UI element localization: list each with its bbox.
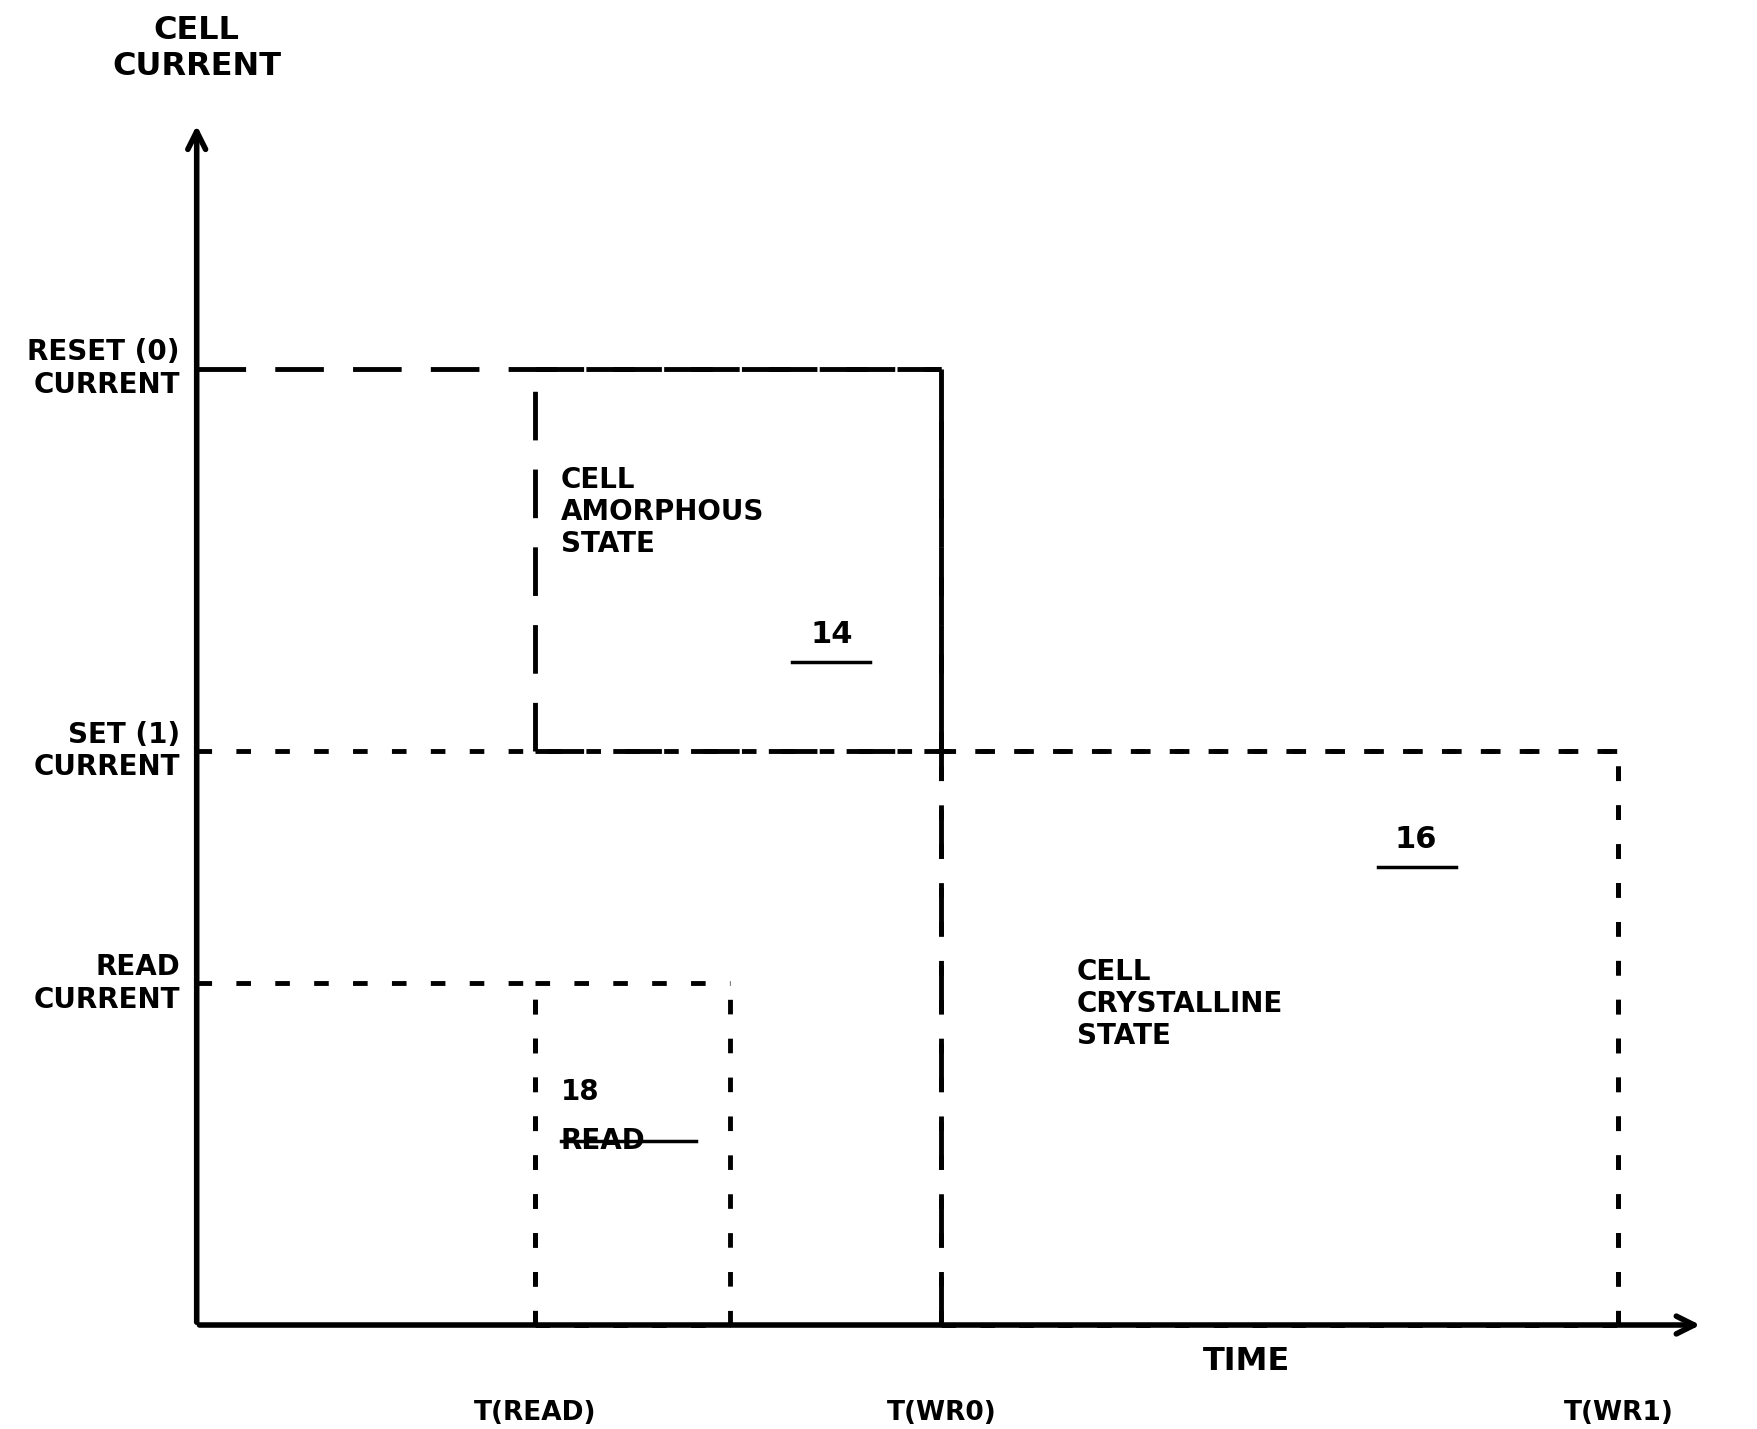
Text: 18: 18	[560, 1079, 599, 1106]
Text: 16: 16	[1393, 826, 1435, 855]
Text: T(WR1): T(WR1)	[1562, 1400, 1673, 1426]
Text: CELL
CURRENT: CELL CURRENT	[112, 14, 281, 81]
Text: CELL
AMORPHOUS
STATE: CELL AMORPHOUS STATE	[560, 466, 764, 559]
Text: T(READ): T(READ)	[474, 1400, 596, 1426]
Text: READ: READ	[560, 1127, 645, 1155]
Text: SET (1)
CURRENT: SET (1) CURRENT	[33, 722, 179, 782]
Text: READ
CURRENT: READ CURRENT	[33, 953, 179, 1013]
Text: T(WR0): T(WR0)	[886, 1400, 996, 1426]
Text: CELL
CRYSTALLINE
STATE: CELL CRYSTALLINE STATE	[1077, 957, 1283, 1050]
Text: TIME: TIME	[1202, 1346, 1290, 1376]
Text: RESET (0)
CURRENT: RESET (0) CURRENT	[28, 339, 179, 399]
Text: 14: 14	[810, 620, 852, 650]
